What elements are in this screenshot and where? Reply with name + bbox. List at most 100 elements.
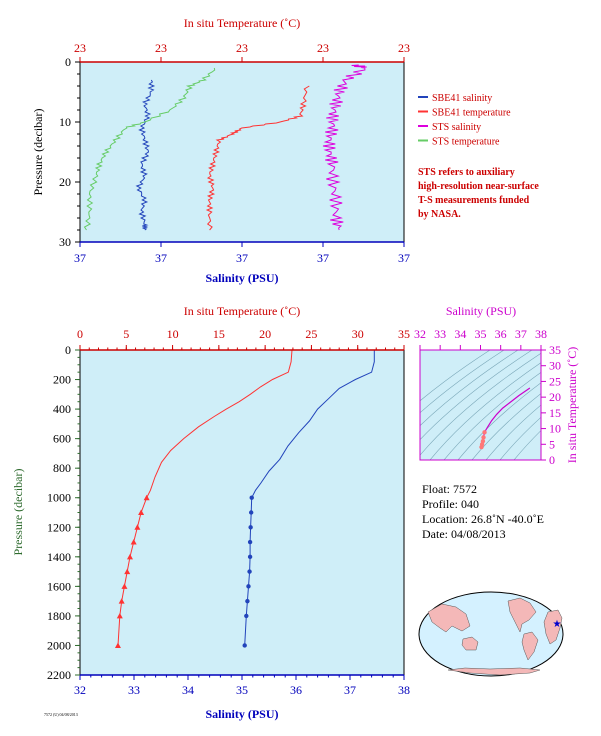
note-line: STS refers to auxiliary [418, 167, 515, 178]
bottom-salinity-marker [247, 569, 252, 574]
bottom-salinity-tick-label: 33 [128, 683, 140, 697]
top-pressure-tick-label: 10 [59, 115, 71, 129]
legend-label: STS salinity [432, 122, 481, 133]
bottom-pressure-tick-label: 1600 [47, 579, 71, 593]
bottom-salinity-marker [247, 554, 253, 560]
top-pressure-axis-title: Pressure (decibar) [31, 109, 45, 196]
legend-label: STS temperature [432, 137, 500, 148]
top-axes-group: 23 23 23 23 23 37 37 37 37 37 0 10 20 30 [59, 41, 410, 265]
top-temp-tick-label: 23 [398, 41, 410, 55]
ts-density-contour [420, 350, 491, 402]
top-temp-axis-title: In situ Temperature (˚C) [184, 16, 301, 30]
bottom-salinity-tick-label: 35 [236, 683, 248, 697]
bottom-plot-background [80, 350, 404, 675]
top-panel: 23 23 23 23 23 37 37 37 37 37 0 10 20 30 In situ Temp… [31, 16, 539, 285]
ts-density-contour [420, 350, 505, 414]
top-series-sbe41-temperature [205, 85, 310, 231]
top-temp-tick-label: 23 [155, 41, 167, 55]
map-land-asia [427, 603, 471, 633]
top-temp-tick-label: 23 [317, 41, 329, 55]
info-date: Date: 04/08/2013 [422, 527, 506, 541]
bottom-pressure-tick-label: 600 [53, 432, 71, 446]
ts-density-contour [485, 404, 541, 460]
top-salinity-tick-label: 37 [236, 251, 248, 265]
bottom-pressure-tick-label: 400 [53, 402, 71, 416]
top-series-sbe41-salinity [135, 79, 156, 231]
top-pressure-tick-label: 30 [59, 235, 71, 249]
top-salinity-axis-title: Salinity (PSU) [205, 271, 278, 285]
bottom-temperature-marker [134, 524, 141, 530]
ts-temp-tick-label: 25 [549, 374, 561, 388]
note-line: high-resolution near-surface [418, 181, 539, 192]
bottom-temp-tick-label: 5 [123, 327, 129, 341]
ts-salinity-tick-label: 38 [535, 327, 547, 341]
ts-density-contour [457, 382, 541, 460]
top-pressure-tick-label: 0 [65, 55, 71, 69]
bottom-temp-tick-label: 25 [305, 327, 317, 341]
top-legend: SBE41 salinity SBE41 temperature STS salin… [418, 93, 511, 148]
bottom-temp-tick-label: 15 [213, 327, 225, 341]
bottom-temp-tick-label: 20 [259, 327, 271, 341]
bottom-temperature-marker [121, 583, 128, 589]
world-map: ★ [418, 591, 564, 677]
ts-salinity-axis-title: Salinity (PSU) [446, 304, 516, 318]
map-land-north-america [507, 597, 537, 633]
bottom-pressure-tick-label: 200 [53, 373, 71, 387]
bottom-salinity-marker [246, 584, 251, 589]
ts-density-contour [420, 350, 533, 441]
bottom-temperature-marker [116, 612, 123, 619]
top-pressure-tick-label: 20 [59, 175, 71, 189]
bottom-pressure-tick-label: 2200 [47, 668, 71, 682]
ts-salinity-tick-label: 35 [475, 327, 487, 341]
bottom-pressure-tick-label: 800 [53, 461, 71, 475]
bottom-temperature-marker [124, 568, 131, 575]
bottom-pressure-axis-title: Pressure (decibar) [11, 469, 25, 556]
bottom-salinity-tick-label: 37 [344, 683, 356, 697]
ts-marker [481, 435, 486, 440]
bottom-temperature-marker [126, 553, 133, 560]
bottom-temperature-marker [118, 598, 125, 604]
ts-temp-tick-label: 35 [549, 343, 561, 357]
bottom-pressure-tick-label: 1000 [47, 491, 71, 505]
bottom-temp-tick-label: 10 [167, 327, 179, 341]
top-series-sts-salinity [322, 64, 367, 231]
top-series-sts-temperature [83, 67, 216, 231]
bottom-pressure-tick-label: 1400 [47, 550, 71, 564]
ts-plot-background [420, 350, 541, 460]
bottom-temperature-marker [143, 494, 150, 501]
legend-label: SBE41 salinity [432, 93, 492, 104]
bottom-salinity-tick-label: 32 [74, 683, 86, 697]
ts-temp-tick-label: 0 [549, 453, 555, 467]
ts-density-contour [499, 416, 541, 460]
bottom-pressure-tick-label: 2000 [47, 638, 71, 652]
float-location-marker-icon: ★ [553, 619, 562, 630]
footer-tag: 7572 (U) 04/08/2013 [44, 712, 78, 717]
bottom-temp-tick-label: 0 [77, 327, 83, 341]
ts-series-group [479, 387, 531, 450]
bottom-temp-tick-label: 35 [398, 327, 410, 341]
ts-marker [482, 430, 487, 435]
info-location: Location: 26.8˚N -40.0˚E [422, 512, 544, 526]
bottom-salinity-axis-title: Salinity (PSU) [205, 707, 278, 721]
bottom-salinity-marker [242, 643, 247, 648]
ts-temp-tick-label: 5 [549, 437, 555, 451]
ts-salinity-tick-label: 34 [454, 327, 466, 341]
map-land-south-america [521, 631, 539, 661]
ts-density-contour [420, 352, 541, 456]
bottom-salinity-tick-label: 36 [290, 683, 302, 697]
note-line: T-S measurements funded [418, 195, 530, 206]
bottom-salinity-marker [247, 539, 253, 545]
legend-label: SBE41 temperature [432, 108, 511, 119]
sts-note: STS refers to auxiliary high-resolution n… [418, 167, 539, 220]
top-salinity-tick-label: 37 [398, 251, 410, 265]
bottom-series-group [114, 349, 375, 648]
map-land-australia [461, 636, 479, 651]
ts-marker [480, 438, 486, 444]
ts-temp-tick-label: 10 [549, 422, 561, 436]
ts-density-contours [420, 350, 541, 460]
top-temp-tick-label: 23 [74, 41, 86, 55]
bottom-salinity-marker [248, 525, 253, 530]
ts-density-contour [420, 350, 519, 427]
bottom-salinity-tick-label: 38 [398, 683, 410, 697]
